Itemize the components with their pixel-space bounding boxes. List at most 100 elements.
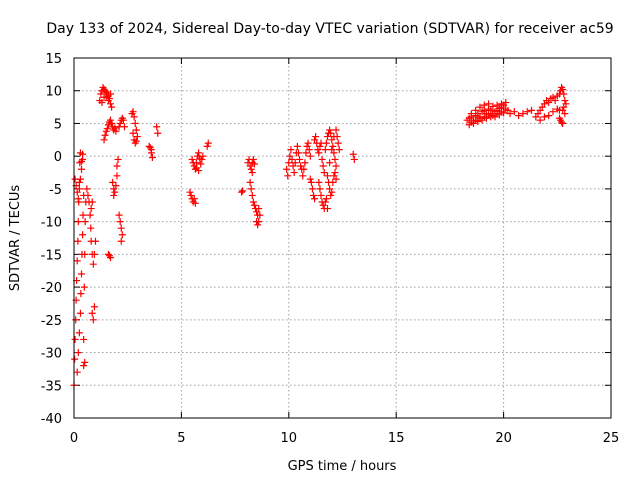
data-point: [287, 146, 295, 154]
data-point: [329, 142, 337, 150]
data-point: [81, 218, 89, 226]
data-point: [489, 102, 497, 110]
data-point: [323, 133, 331, 141]
data-point: [296, 155, 304, 163]
data-point: [523, 108, 531, 116]
y-tick-label: -25: [41, 314, 62, 329]
data-point: [545, 112, 553, 120]
data-point: [107, 254, 115, 262]
data-point: [246, 178, 254, 186]
data-point: [305, 146, 313, 154]
data-point: [79, 150, 87, 158]
data-point: [90, 303, 98, 311]
data-point: [549, 108, 557, 116]
data-point: [302, 149, 310, 157]
data-point: [317, 191, 325, 199]
data-point: [493, 101, 501, 109]
data-point: [559, 85, 567, 93]
data-point: [75, 185, 83, 193]
data-point: [71, 335, 79, 343]
data-point: [79, 231, 87, 239]
y-tick-label: -10: [41, 216, 62, 231]
data-point: [328, 146, 336, 154]
data-point: [75, 329, 83, 337]
data-point: [308, 185, 316, 193]
data-point: [129, 108, 137, 116]
y-tick-label: -20: [41, 281, 62, 296]
data-point: [335, 146, 343, 154]
data-point: [315, 178, 323, 186]
data-point: [81, 358, 89, 366]
data-point: [111, 188, 119, 196]
data-point: [307, 178, 315, 186]
data-point: [328, 188, 336, 196]
data-point: [480, 101, 488, 109]
data-point: [331, 155, 339, 163]
data-point: [74, 349, 82, 357]
data-point: [191, 165, 199, 173]
data-point: [108, 119, 116, 127]
data-point: [306, 175, 314, 183]
data-point: [80, 335, 88, 343]
data-point: [132, 137, 140, 145]
data-point: [332, 126, 340, 134]
data-points: [70, 83, 570, 389]
data-point: [111, 124, 119, 132]
data-point: [76, 309, 84, 317]
data-point: [288, 155, 296, 163]
data-point: [195, 167, 203, 175]
data-point: [113, 172, 121, 180]
data-point: [248, 169, 256, 177]
data-point: [72, 316, 80, 324]
data-point: [559, 119, 567, 127]
data-point: [117, 237, 125, 245]
data-point: [559, 106, 567, 114]
data-point: [80, 362, 88, 370]
data-point: [247, 165, 255, 173]
data-point: [323, 205, 331, 213]
data-point: [316, 142, 324, 150]
y-tick-label: 0: [54, 150, 62, 165]
data-point: [87, 224, 95, 232]
data-point: [109, 178, 117, 186]
data-point: [148, 153, 156, 161]
data-point: [476, 103, 484, 111]
data-point: [120, 123, 128, 131]
data-point: [133, 133, 141, 141]
data-point: [249, 198, 257, 206]
data-point: [113, 162, 121, 170]
data-point: [108, 103, 116, 111]
data-point: [103, 125, 111, 133]
data-point: [112, 182, 120, 190]
data-point: [203, 142, 211, 150]
data-point: [284, 172, 292, 180]
data-point: [311, 195, 319, 203]
data-point: [319, 162, 327, 170]
data-point: [73, 257, 81, 265]
data-point: [301, 159, 309, 167]
data-point: [306, 152, 314, 160]
data-point: [199, 152, 207, 160]
data-point: [510, 108, 518, 116]
data-point: [519, 110, 527, 118]
data-point: [89, 260, 97, 268]
data-point: [545, 99, 553, 107]
data-point: [77, 290, 85, 298]
data-point: [560, 90, 568, 98]
data-point: [561, 97, 569, 105]
data-point: [74, 218, 82, 226]
data-point: [323, 172, 331, 180]
data-point: [329, 178, 337, 186]
data-point: [248, 191, 256, 199]
data-point: [255, 218, 263, 226]
plot-frame: [73, 57, 612, 419]
data-point: [101, 131, 109, 139]
data-point: [74, 237, 82, 245]
x-tick-label: 15: [388, 431, 405, 446]
data-point: [315, 149, 323, 157]
data-point: [283, 165, 291, 173]
data-point: [129, 129, 137, 137]
data-point: [327, 129, 335, 137]
data-point: [80, 283, 88, 291]
data-point: [321, 146, 329, 154]
